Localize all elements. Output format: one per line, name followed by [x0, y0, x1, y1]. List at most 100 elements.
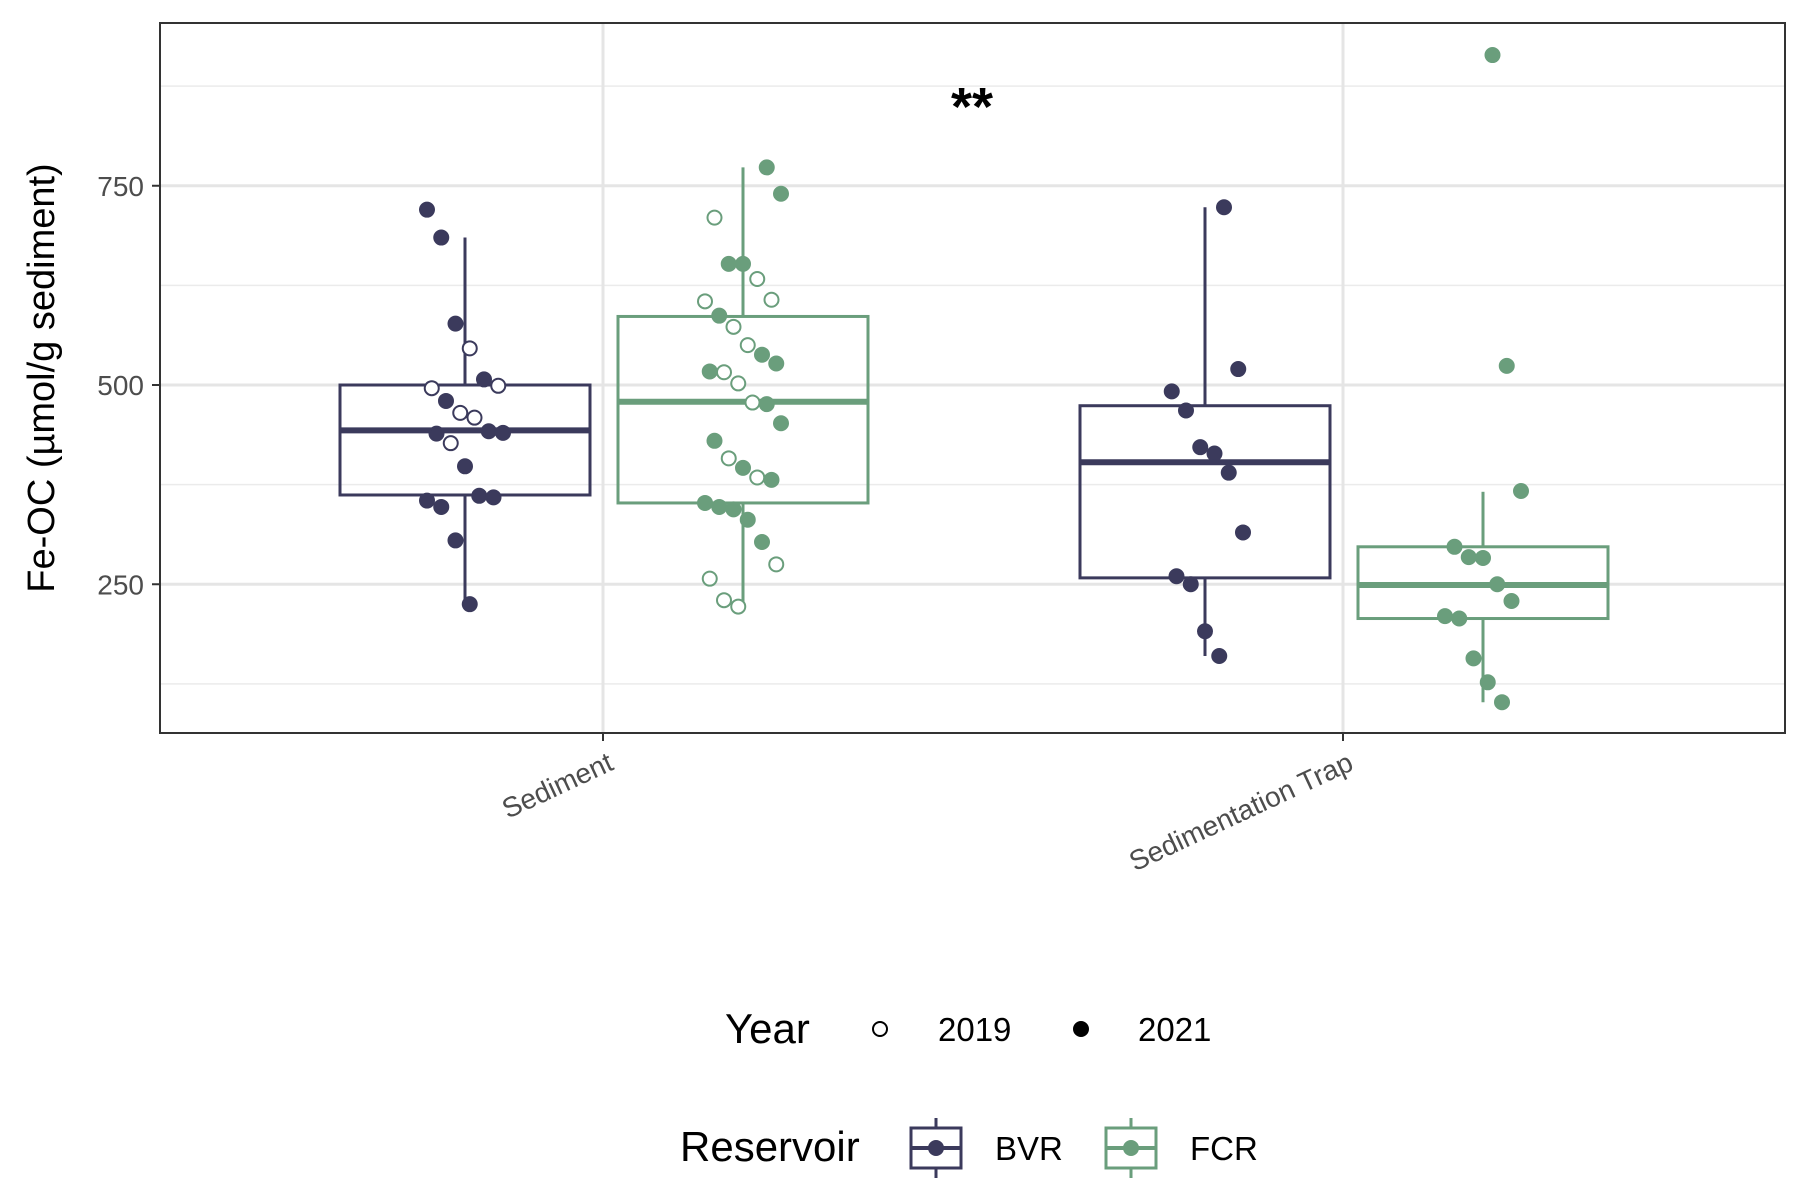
box-fcr-sedimentation-trap — [1356, 491, 1610, 703]
legend-reservoir-title: Reservoir — [680, 1123, 860, 1170]
point-fcr-2019 — [739, 337, 756, 354]
point-fcr-2019 — [716, 592, 732, 609]
legend-key-point — [1123, 1140, 1139, 1156]
y-tick-label: 500 — [97, 370, 144, 401]
point-fcr-2019 — [763, 291, 780, 308]
point-fcr-2021 — [711, 498, 728, 515]
point-fcr-2019 — [706, 209, 723, 226]
legend-year-title: Year — [725, 1005, 810, 1052]
point-bvr-2021 — [1192, 439, 1209, 456]
legend: Year 2019 2021 Reservoir BVR FCR — [680, 1005, 1258, 1178]
point-bvr-2021 — [1220, 464, 1237, 481]
point-fcr-2021 — [754, 346, 770, 363]
point-fcr-2021 — [735, 459, 751, 476]
point-fcr-2021 — [1484, 47, 1501, 64]
point-bvr-2019 — [490, 377, 507, 394]
point-fcr-2019 — [749, 469, 766, 486]
significance-annotation: ** — [951, 77, 993, 137]
point-fcr-2019 — [725, 318, 742, 335]
point-fcr-2021 — [701, 363, 718, 380]
legend-year-key-2019 — [872, 1021, 888, 1037]
point-bvr-2021 — [1230, 361, 1247, 378]
panel-border — [159, 22, 1786, 734]
legend-year-key-2021 — [1073, 1021, 1089, 1037]
point-bvr-2021 — [476, 371, 492, 388]
point-fcr-2021 — [1503, 592, 1520, 609]
point-bvr-2021 — [1168, 568, 1185, 585]
point-bvr-2019 — [461, 340, 478, 357]
point-bvr-2021 — [480, 423, 497, 440]
point-fcr-2021 — [1437, 608, 1453, 625]
point-fcr-2019 — [768, 556, 785, 573]
point-fcr-2019 — [749, 270, 766, 287]
x-axis: Sediment Sedimentation Trap — [497, 733, 1358, 877]
point-bvr-2021 — [1178, 402, 1194, 419]
y-tick-label: 750 — [97, 171, 144, 202]
point-bvr-2019 — [442, 435, 459, 452]
legend-reservoir: Reservoir BVR FCR — [680, 1118, 1258, 1178]
box-body — [338, 383, 592, 497]
point-fcr-2019 — [716, 364, 732, 381]
point-bvr-2021 — [419, 492, 435, 509]
point-fcr-2021 — [739, 511, 756, 528]
point-bvr-2021 — [433, 498, 450, 515]
legend-reservoir-key-bvr — [909, 1118, 963, 1178]
point-fcr-2021 — [1446, 538, 1463, 555]
point-fcr-2021 — [768, 355, 785, 372]
legend-reservoir-label-bvr: BVR — [995, 1130, 1063, 1167]
point-bvr-2021 — [419, 201, 435, 218]
point-fcr-2019 — [730, 598, 747, 615]
point-fcr-2021 — [1460, 549, 1477, 566]
point-bvr-2021 — [1182, 576, 1199, 593]
point-bvr-2021 — [428, 425, 445, 442]
boxes — [338, 167, 1610, 703]
point-bvr-2019 — [452, 404, 469, 421]
point-bvr-2021 — [1235, 524, 1251, 541]
point-fcr-2019 — [744, 394, 761, 411]
point-fcr-2021 — [720, 255, 737, 272]
point-bvr-2021 — [471, 487, 488, 504]
legend-year-label-2019: 2019 — [938, 1011, 1011, 1048]
box-body — [1078, 404, 1332, 580]
box-body — [616, 314, 870, 505]
point-bvr-2021 — [1216, 199, 1232, 216]
y-axis-title: Fe-OC (µmol/g sediment) — [21, 163, 63, 592]
point-fcr-2019 — [730, 375, 747, 392]
point-fcr-2021 — [735, 255, 751, 272]
y-axis: 250 500 750 — [97, 171, 160, 600]
point-bvr-2019 — [423, 380, 440, 397]
point-bvr-2021 — [438, 392, 454, 409]
point-bvr-2021 — [433, 229, 450, 246]
legend-year-label-2021: 2021 — [1138, 1011, 1211, 1048]
box-bvr-sedimentation-trap — [1078, 207, 1332, 656]
point-fcr-2019 — [720, 450, 737, 467]
data-points — [419, 47, 1529, 711]
box-bvr-sediment — [338, 237, 592, 605]
point-fcr-2021 — [725, 501, 742, 518]
y-tick-label: 250 — [97, 569, 144, 600]
point-bvr-2021 — [1163, 383, 1180, 400]
plot-panel — [160, 23, 1785, 733]
point-bvr-2021 — [447, 315, 464, 332]
point-fcr-2021 — [773, 415, 789, 432]
point-bvr-2019 — [466, 409, 483, 426]
point-fcr-2021 — [1475, 549, 1491, 566]
point-bvr-2021 — [461, 596, 478, 613]
point-fcr-2021 — [706, 432, 723, 449]
point-fcr-2019 — [697, 293, 713, 310]
point-fcr-2021 — [1489, 576, 1506, 593]
x-tick-label-sediment: Sediment — [497, 746, 618, 824]
point-bvr-2021 — [447, 532, 464, 549]
point-fcr-2021 — [711, 307, 728, 324]
point-bvr-2021 — [1197, 623, 1213, 640]
grid — [160, 23, 1785, 733]
point-bvr-2021 — [485, 489, 502, 506]
point-fcr-2021 — [758, 396, 775, 413]
point-fcr-2021 — [1479, 674, 1496, 691]
legend-reservoir-key-fcr — [1104, 1118, 1158, 1178]
point-bvr-2021 — [495, 424, 511, 441]
point-fcr-2019 — [701, 570, 718, 587]
point-bvr-2021 — [457, 458, 473, 475]
point-fcr-2021 — [1494, 694, 1510, 711]
